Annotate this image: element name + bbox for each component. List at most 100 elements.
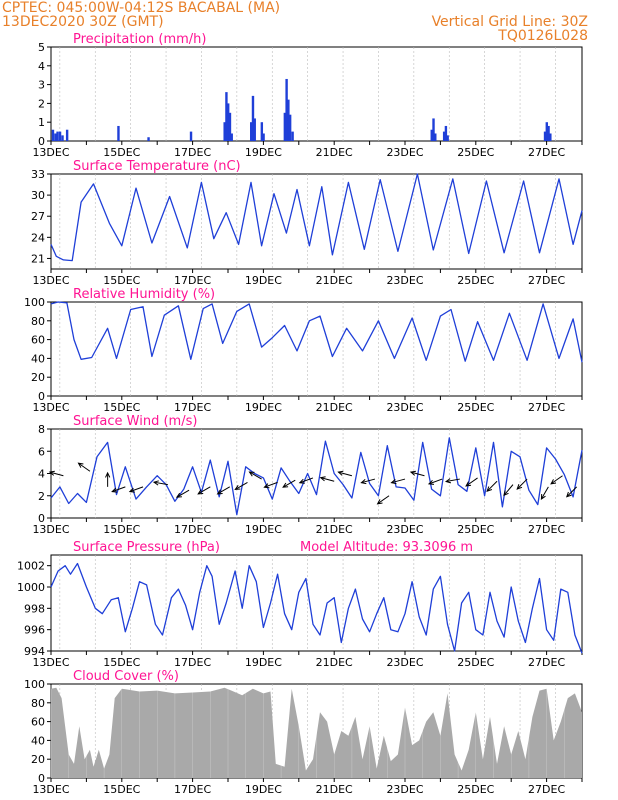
precip-bar (442, 131, 446, 141)
pressure-ytick-label: 998 (24, 602, 45, 615)
wind-arrow-head (77, 462, 84, 468)
wind-arrow-head (465, 481, 472, 487)
pressure-annotation: Model Altitude: 93.3096 m (300, 540, 473, 555)
vertical-grid-note: Vertical Grid Line: 30Z (431, 14, 588, 30)
temp-ytick-label: 33 (31, 168, 45, 181)
station-title: CPTEC: 045:00W-04:12S BACABAL (MA) (2, 0, 281, 16)
precip-bar (228, 112, 232, 141)
precip-bar (288, 114, 292, 141)
temp-frame (50, 173, 583, 270)
precip-bar (250, 122, 253, 141)
pressure-frame (50, 554, 583, 652)
precip-ytick-label: 5 (38, 41, 45, 54)
wind-arrow (235, 481, 248, 490)
rh-frame (50, 301, 583, 397)
pressure-xtick-label: 21DEC (316, 656, 353, 669)
precip-bar (432, 118, 435, 141)
precip-bar (262, 133, 265, 141)
rh-ytick-label: 40 (31, 352, 45, 365)
temp-xtick-label: 17DEC (174, 274, 211, 287)
wind-arrow-head (444, 478, 452, 484)
wind-xtick-label: 27DEC (528, 523, 565, 536)
precip-xtick-label: 19DEC (245, 146, 282, 159)
rh-xtick-label: 17DEC (174, 401, 211, 414)
wind-arrow (503, 484, 514, 496)
rh-xtick-label: 21DEC (316, 401, 353, 414)
rh-xtick-label: 25DEC (457, 401, 494, 414)
wind-arrow-head (216, 489, 223, 495)
wind-arrow (566, 486, 578, 498)
wind-xtick-label: 21DEC (316, 523, 353, 536)
cloud-title: Cloud Cover (%) (73, 669, 179, 684)
cloud-ytick-label: 0 (38, 772, 45, 785)
precip-bar (444, 125, 448, 141)
wind-arrow (445, 478, 460, 482)
temp-xtick-label: 13DEC (32, 274, 69, 287)
wind-arrow (428, 478, 443, 485)
wind-arrow (78, 462, 91, 472)
run-date: 13DEC2020 30Z (GMT) (2, 14, 164, 30)
precip-bar (61, 135, 64, 141)
cloud-xtick-label: 15DEC (103, 783, 140, 796)
wind-arrow-head (111, 487, 118, 493)
wind-arrow (49, 471, 64, 477)
rh-series-line (50, 301, 583, 363)
precip-bar (291, 131, 294, 141)
wind-ytick-label: 0 (38, 512, 45, 525)
rh-title: Relative Humidity (%) (73, 287, 215, 302)
rh-xtick-label: 27DEC (528, 401, 565, 414)
wind-arrow-head (540, 493, 546, 500)
temp-xtick-label: 23DEC (386, 274, 423, 287)
cloud-xtick-label: 19DEC (245, 783, 282, 796)
wind-xtick-label: 23DEC (386, 523, 423, 536)
wind-arrow (516, 478, 528, 490)
temp-title: Surface Temperature (nC) (73, 159, 241, 174)
wind-arrow (217, 486, 231, 495)
precip-bar (189, 131, 193, 141)
pressure-xtick-label: 15DEC (103, 656, 140, 669)
wind-xtick-label: 13DEC (32, 523, 69, 536)
wind-arrow-head (376, 499, 383, 505)
temp-xtick-label: 27DEC (528, 274, 565, 287)
wind-arrow-head (565, 491, 572, 498)
cloud-xtick-label: 23DEC (386, 783, 423, 796)
rh-xtick-label: 15DEC (103, 401, 140, 414)
wind-arrow (410, 471, 425, 477)
precip-bar (547, 125, 550, 141)
precip-bar (253, 118, 256, 141)
precip-bar (434, 133, 437, 141)
wind-xtick-label: 19DEC (245, 523, 282, 536)
cloud-area (51, 687, 582, 778)
wind-arrow-head (175, 492, 182, 498)
temp-xtick-label: 15DEC (103, 274, 140, 287)
precip-bar (51, 129, 55, 141)
pressure-ytick-label: 1002 (17, 560, 45, 573)
wind-arrow-head (390, 479, 397, 485)
precip-ytick-label: 4 (38, 60, 45, 73)
cloud-ytick-label: 20 (31, 753, 45, 766)
wind-arrow-head (409, 470, 416, 476)
wind-arrow-head (197, 489, 204, 495)
wind-arrow-head (319, 476, 326, 482)
wind-arrow-head (360, 479, 367, 485)
wind-arrow-head (486, 486, 493, 493)
precip-xtick-label: 13DEC (32, 146, 69, 159)
wind-arrow (540, 486, 549, 500)
rh-ytick-label: 0 (38, 390, 45, 403)
rh-ytick-label: 60 (31, 334, 45, 347)
wind-arrow-head (105, 471, 111, 478)
wind-arrow-head (128, 487, 135, 493)
precip-xtick-label: 27DEC (528, 146, 565, 159)
rh-xtick-label: 19DEC (245, 401, 282, 414)
wind-arrow (249, 471, 262, 480)
precip-bar (285, 78, 288, 141)
cloud-xtick-label: 25DEC (457, 783, 494, 796)
precip-frame (50, 46, 583, 142)
wind-arrow (391, 478, 406, 484)
wind-arrow (129, 486, 144, 493)
pressure-xtick-label: 23DEC (386, 656, 423, 669)
wind-arrow (282, 479, 296, 488)
wind-arrow (377, 495, 390, 505)
precip-bar (230, 133, 233, 141)
